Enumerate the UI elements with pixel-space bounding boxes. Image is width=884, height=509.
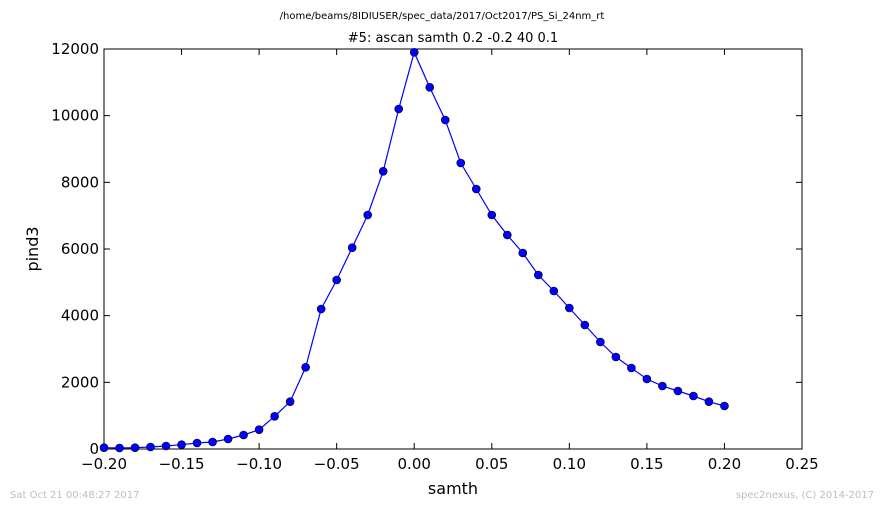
x-tick-label: 0.20 xyxy=(708,455,741,473)
data-point xyxy=(534,270,543,280)
data-point xyxy=(596,337,605,347)
data-point xyxy=(394,104,404,114)
x-tick-label: −0.10 xyxy=(236,455,282,473)
data-point xyxy=(487,210,497,220)
data-point xyxy=(471,184,481,194)
data-point xyxy=(316,304,326,314)
y-axis-label: pind3 xyxy=(23,226,42,271)
data-point xyxy=(223,434,233,444)
data-point xyxy=(502,230,512,240)
data-point xyxy=(611,352,621,362)
data-point xyxy=(720,401,729,411)
data-point xyxy=(363,210,372,220)
data-point xyxy=(192,438,202,448)
data-point xyxy=(270,412,279,421)
x-tick-label: −0.05 xyxy=(314,455,360,473)
data-point xyxy=(146,442,155,452)
y-tick-label: 12000 xyxy=(51,40,99,58)
data-point xyxy=(549,286,559,296)
x-tick-label: −0.20 xyxy=(81,455,127,473)
x-tick-label: −0.15 xyxy=(159,455,205,473)
data-point xyxy=(285,397,295,406)
data-point xyxy=(301,363,310,372)
figure-suptitle: /home/beams/8IDIUSER/spec_data/2017/Oct2… xyxy=(280,11,605,22)
y-tick-label: 0 xyxy=(89,440,99,458)
data-point xyxy=(115,443,124,453)
data-point xyxy=(99,443,109,452)
chart-title: #5: ascan samth 0.2 -0.2 40 0.1 xyxy=(348,31,558,46)
data-point xyxy=(456,158,466,168)
data-point xyxy=(673,386,683,396)
x-tick-label: 0.25 xyxy=(785,455,818,473)
y-tick-label: 6000 xyxy=(61,240,99,258)
data-point xyxy=(239,430,248,440)
data-point xyxy=(565,303,574,313)
data-point xyxy=(425,83,435,92)
y-axis-ticks: 0 2000 4000 6000 8000 10000 12000 xyxy=(51,40,802,458)
data-point xyxy=(440,115,450,125)
footer-credit: spec2nexus, (C) 2014-2017 xyxy=(736,490,874,501)
x-tick-label: 0.15 xyxy=(630,455,663,473)
x-tick-label: 0.10 xyxy=(553,455,586,473)
plot-area xyxy=(103,48,803,450)
y-tick-label: 4000 xyxy=(61,307,99,325)
data-point xyxy=(689,391,698,401)
x-tick-label: 0.05 xyxy=(475,455,508,473)
x-axis-ticks: −0.20 −0.15 −0.10 −0.05 0.00 0.05 0.10 0.15 0.20… xyxy=(81,49,819,473)
data-series xyxy=(99,48,729,453)
data-point xyxy=(704,397,714,406)
y-tick-label: 8000 xyxy=(61,173,99,191)
data-point xyxy=(177,440,186,449)
data-point xyxy=(254,425,264,434)
data-point xyxy=(161,441,171,451)
y-tick-label: 2000 xyxy=(61,373,99,391)
footer-timestamp: Sat Oct 21 00:48:27 2017 xyxy=(10,490,140,501)
data-point xyxy=(627,363,636,373)
data-point xyxy=(130,443,140,452)
data-point xyxy=(332,275,341,285)
data-point xyxy=(347,243,357,252)
data-point xyxy=(642,374,652,384)
data-point xyxy=(208,437,217,447)
data-point xyxy=(378,167,388,176)
data-point xyxy=(409,48,419,57)
data-point xyxy=(518,248,528,258)
data-point xyxy=(658,381,667,391)
y-tick-label: 10000 xyxy=(51,107,99,125)
data-point xyxy=(580,320,590,330)
x-tick-label: 0.00 xyxy=(398,455,431,473)
x-axis-label: samth xyxy=(428,479,478,498)
